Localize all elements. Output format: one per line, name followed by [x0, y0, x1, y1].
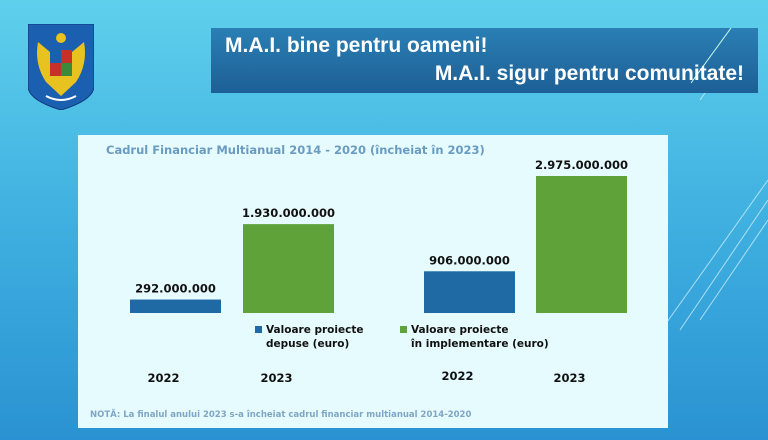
legend-label: în implementare (euro): [411, 338, 549, 350]
chart-panel: Cadrul Financiar Multianual 2014 - 2020 …: [78, 135, 668, 428]
legend-swatch-green: [400, 326, 407, 333]
slogan-line-1: M.A.I. bine pentru oameni!: [225, 34, 488, 57]
legend-label: Valoare proiecte: [411, 324, 509, 336]
coat-of-arms-logo: [28, 24, 94, 110]
data-label: 906.000.000: [429, 253, 510, 267]
bar-2023-implementare: [243, 224, 334, 313]
data-label: 292.000.000: [135, 282, 216, 296]
footnote-label: NOTĂ: [90, 410, 117, 420]
footnote: NOTĂ: La finalul anului 2023 s-a încheia…: [90, 410, 471, 420]
legend-label: Valoare proiecte: [266, 324, 364, 336]
bar-2022-depuse: [130, 299, 221, 313]
bar-chart: 292.000.000 2022 1.930.000.000 2023 906.000.…: [130, 158, 628, 385]
slogan-banner: M.A.I. bine pentru oameni! M.A.I. sigur …: [211, 28, 758, 93]
legend-swatch-blue: [255, 326, 262, 333]
data-label: 2.975.000.000: [535, 158, 628, 172]
data-label: 1.930.000.000: [242, 206, 335, 220]
slogan-line-2: M.A.I. sigur pentru comunitate!: [434, 62, 744, 85]
legend-label: depuse (euro): [266, 338, 350, 350]
chart-title: Cadrul Financiar Multianual 2014 - 2020 …: [106, 143, 485, 157]
footnote-text: : La finalul anului 2023 s-a încheiat ca…: [116, 410, 472, 420]
legend-item-depuse: Valoare proiecte depuse (euro): [255, 323, 363, 351]
year-label: 2023: [553, 371, 585, 385]
year-label: 2022: [441, 369, 473, 383]
bar-2022-depuse: [424, 271, 515, 313]
year-label: 2022: [147, 371, 179, 385]
bar-2023-implementare: [536, 176, 627, 313]
legend-item-implementare: Valoare proiecte în implementare (euro): [400, 323, 549, 351]
year-label: 2023: [260, 371, 292, 385]
